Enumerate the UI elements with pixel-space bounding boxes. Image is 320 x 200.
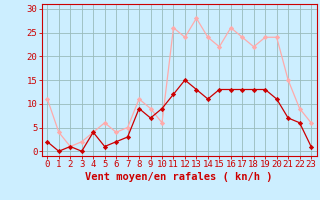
X-axis label: Vent moyen/en rafales ( kn/h ): Vent moyen/en rafales ( kn/h ) — [85, 172, 273, 182]
